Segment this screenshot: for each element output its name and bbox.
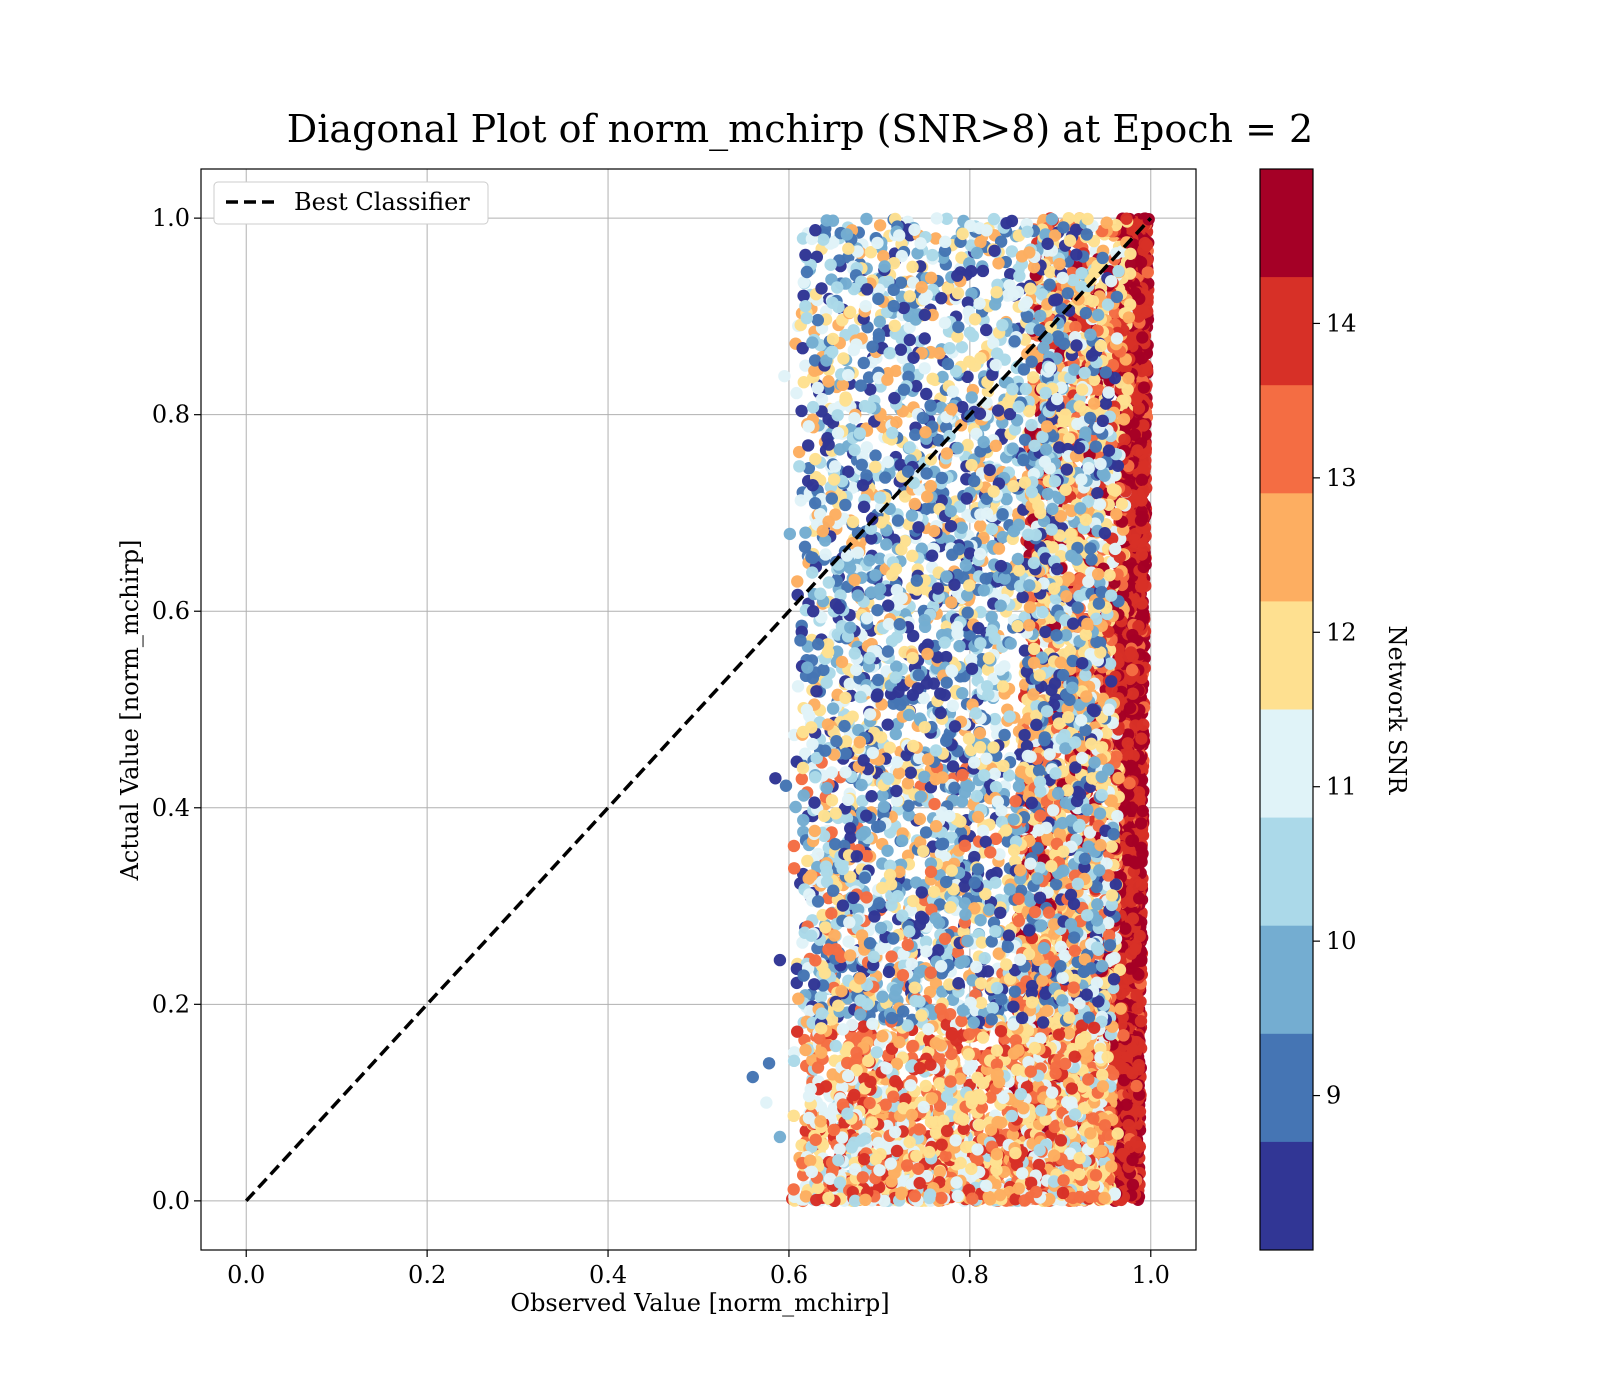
scatter-point-low — [1045, 212, 1059, 226]
scatter-point-high — [1131, 444, 1144, 457]
plot-group: 0.0 0.2 0.4 0.6 0.8 1.00.00.20.40.60.81.0 — [152, 168, 1197, 1289]
scatter-point-high — [1131, 1002, 1144, 1015]
scatter-point-high — [1119, 922, 1132, 935]
scatter-point-high — [1129, 875, 1143, 888]
scatter-point-high — [1136, 847, 1149, 860]
scatter-point-high — [1130, 1079, 1143, 1093]
scatter-point-high — [1136, 331, 1149, 344]
scatter-point-mid — [1111, 809, 1124, 823]
scatter-point-high — [1135, 597, 1148, 610]
scatter-point-high — [1126, 628, 1139, 642]
scatter-point-mid — [1122, 371, 1135, 385]
scatter-point-high — [1136, 804, 1149, 818]
scatter-point-mid — [1120, 212, 1133, 225]
chart-title: Diagonal Plot of norm_mchirp (SNR>8) at … — [287, 107, 1313, 152]
scatter-point-high — [1140, 238, 1154, 252]
scatter-point-high — [1125, 663, 1139, 677]
scatter-point-high — [1135, 548, 1149, 561]
scatter-points — [746, 211, 1155, 1208]
scatter-point-high — [1135, 732, 1148, 745]
scatter-point-high — [1126, 1153, 1139, 1167]
scatter-point-high — [1129, 939, 1143, 952]
scatter-point-high — [1126, 912, 1140, 925]
scatter-point-high — [1126, 1178, 1140, 1192]
scatter-point-high — [1126, 649, 1139, 663]
scatter-point-high — [1124, 759, 1138, 773]
scatter-point-high — [1125, 834, 1138, 848]
scatter-point-high — [1134, 580, 1148, 593]
scatter-point-high — [1129, 527, 1142, 541]
scatter-point-high — [1126, 1042, 1139, 1056]
scatter-point-high — [1133, 1105, 1147, 1118]
scatter-point-high — [1141, 305, 1154, 318]
scatter-point-mid — [1122, 311, 1136, 324]
scatter-point-high — [1134, 514, 1148, 527]
scatter-point-high — [1135, 473, 1149, 487]
scatter-point-mid — [1124, 247, 1137, 260]
scatter-point-high — [1126, 1067, 1139, 1080]
scatter-point-high — [1133, 792, 1146, 806]
scatter-point-high — [1129, 1135, 1143, 1149]
scatter-point-high — [1134, 1014, 1148, 1028]
scatter-point-high — [1130, 989, 1143, 1002]
scatter-point-high — [1123, 701, 1137, 715]
scatter-point-high — [1137, 560, 1150, 574]
scatter-point-high — [1123, 777, 1136, 790]
scatter-point-high — [1138, 460, 1152, 474]
scatter-point-mid — [1118, 433, 1131, 446]
scatter-point-high — [1129, 393, 1143, 406]
scatter-point-high — [1134, 817, 1148, 830]
scatter-point-mid — [1123, 267, 1137, 280]
scatter-point-high — [1126, 687, 1140, 700]
scatter-point-high — [1120, 1098, 1133, 1111]
scatter-point-mid — [1112, 771, 1125, 785]
scatter-point-high — [1137, 485, 1150, 498]
scatter-point-high — [1133, 892, 1146, 905]
scatter-point-high — [1122, 1118, 1135, 1132]
scatter-point-high — [1121, 737, 1134, 750]
scatter-point-high — [1137, 381, 1151, 394]
